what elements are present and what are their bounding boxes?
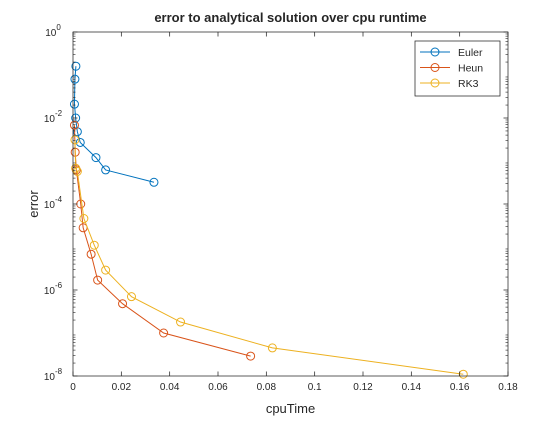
data-point-heun: [246, 351, 256, 361]
data-point-rk3: [126, 292, 136, 302]
y-axis-label: error: [26, 190, 41, 218]
x-tick-label: 0.04: [160, 382, 180, 393]
x-tick-label: 0.02: [112, 382, 132, 393]
legend-box: [414, 40, 501, 97]
x-tick-label: 0.12: [353, 382, 373, 393]
data-point-rk3: [176, 317, 186, 327]
data-point-heun: [159, 328, 169, 338]
x-tick-label: 0.1: [308, 382, 322, 393]
legend-label-rk3: RK3: [458, 78, 479, 90]
x-tick-label: 0.06: [208, 382, 228, 393]
x-tick-label: 0.08: [257, 382, 277, 393]
legend-marker-rk3: [430, 78, 440, 88]
legend-marker-heun: [430, 63, 440, 72]
series-line-rk3: [74, 139, 464, 375]
data-point-heun: [86, 249, 96, 259]
data-point-euler: [149, 177, 159, 187]
x-axis-ticks: 0 0.02 0.04 0.06 0.08 0.1 0.12 0.14 0.16 0.18: [70, 32, 518, 393]
legend: Euler Heun RK3: [414, 40, 501, 97]
data-point-rk3: [267, 343, 277, 353]
series-layer: [69, 61, 468, 379]
data-point-rk3: [79, 214, 89, 224]
chart-title: error to analytical solution over cpu ru…: [154, 10, 426, 25]
data-point-rk3: [101, 265, 111, 275]
data-point-heun: [93, 275, 103, 285]
data-point-euler: [70, 74, 80, 84]
data-point-euler: [75, 137, 85, 147]
data-point-rk3: [70, 135, 80, 145]
x-tick-label: 0.16: [450, 382, 470, 393]
x-tick-label: 0.14: [402, 382, 422, 393]
series-line-euler: [73, 66, 155, 183]
y-tick-label: 10-8: [44, 367, 63, 383]
x-tick-label: 0: [70, 382, 76, 393]
y-tick-label: 10-6: [44, 281, 63, 297]
data-point-euler: [91, 153, 101, 163]
y-tick-label: 100: [45, 23, 61, 39]
y-axis-ticks: 10-8 10-6 10-4 10-2 100: [44, 23, 508, 383]
x-tick-label: 0.18: [498, 382, 518, 393]
data-point-euler: [71, 61, 81, 71]
legend-item-euler: Euler: [420, 47, 483, 59]
legend-marker-euler: [430, 47, 440, 57]
data-point-euler: [71, 113, 81, 123]
series-rk3: [70, 135, 468, 379]
data-point-heun: [69, 120, 79, 130]
x-axis-label: cpuTime: [266, 401, 315, 416]
legend-label-heun: Heun: [458, 63, 483, 75]
legend-item-heun: Heun: [420, 63, 483, 75]
legend-item-rk3: RK3: [420, 78, 479, 90]
data-point-rk3: [89, 240, 99, 250]
data-point-heun: [118, 299, 128, 309]
data-point-euler: [101, 165, 111, 175]
y-tick-label: 10-4: [44, 195, 63, 211]
y-tick-label: 10-2: [44, 109, 63, 125]
legend-label-euler: Euler: [458, 47, 483, 59]
data-point-euler: [69, 99, 79, 109]
